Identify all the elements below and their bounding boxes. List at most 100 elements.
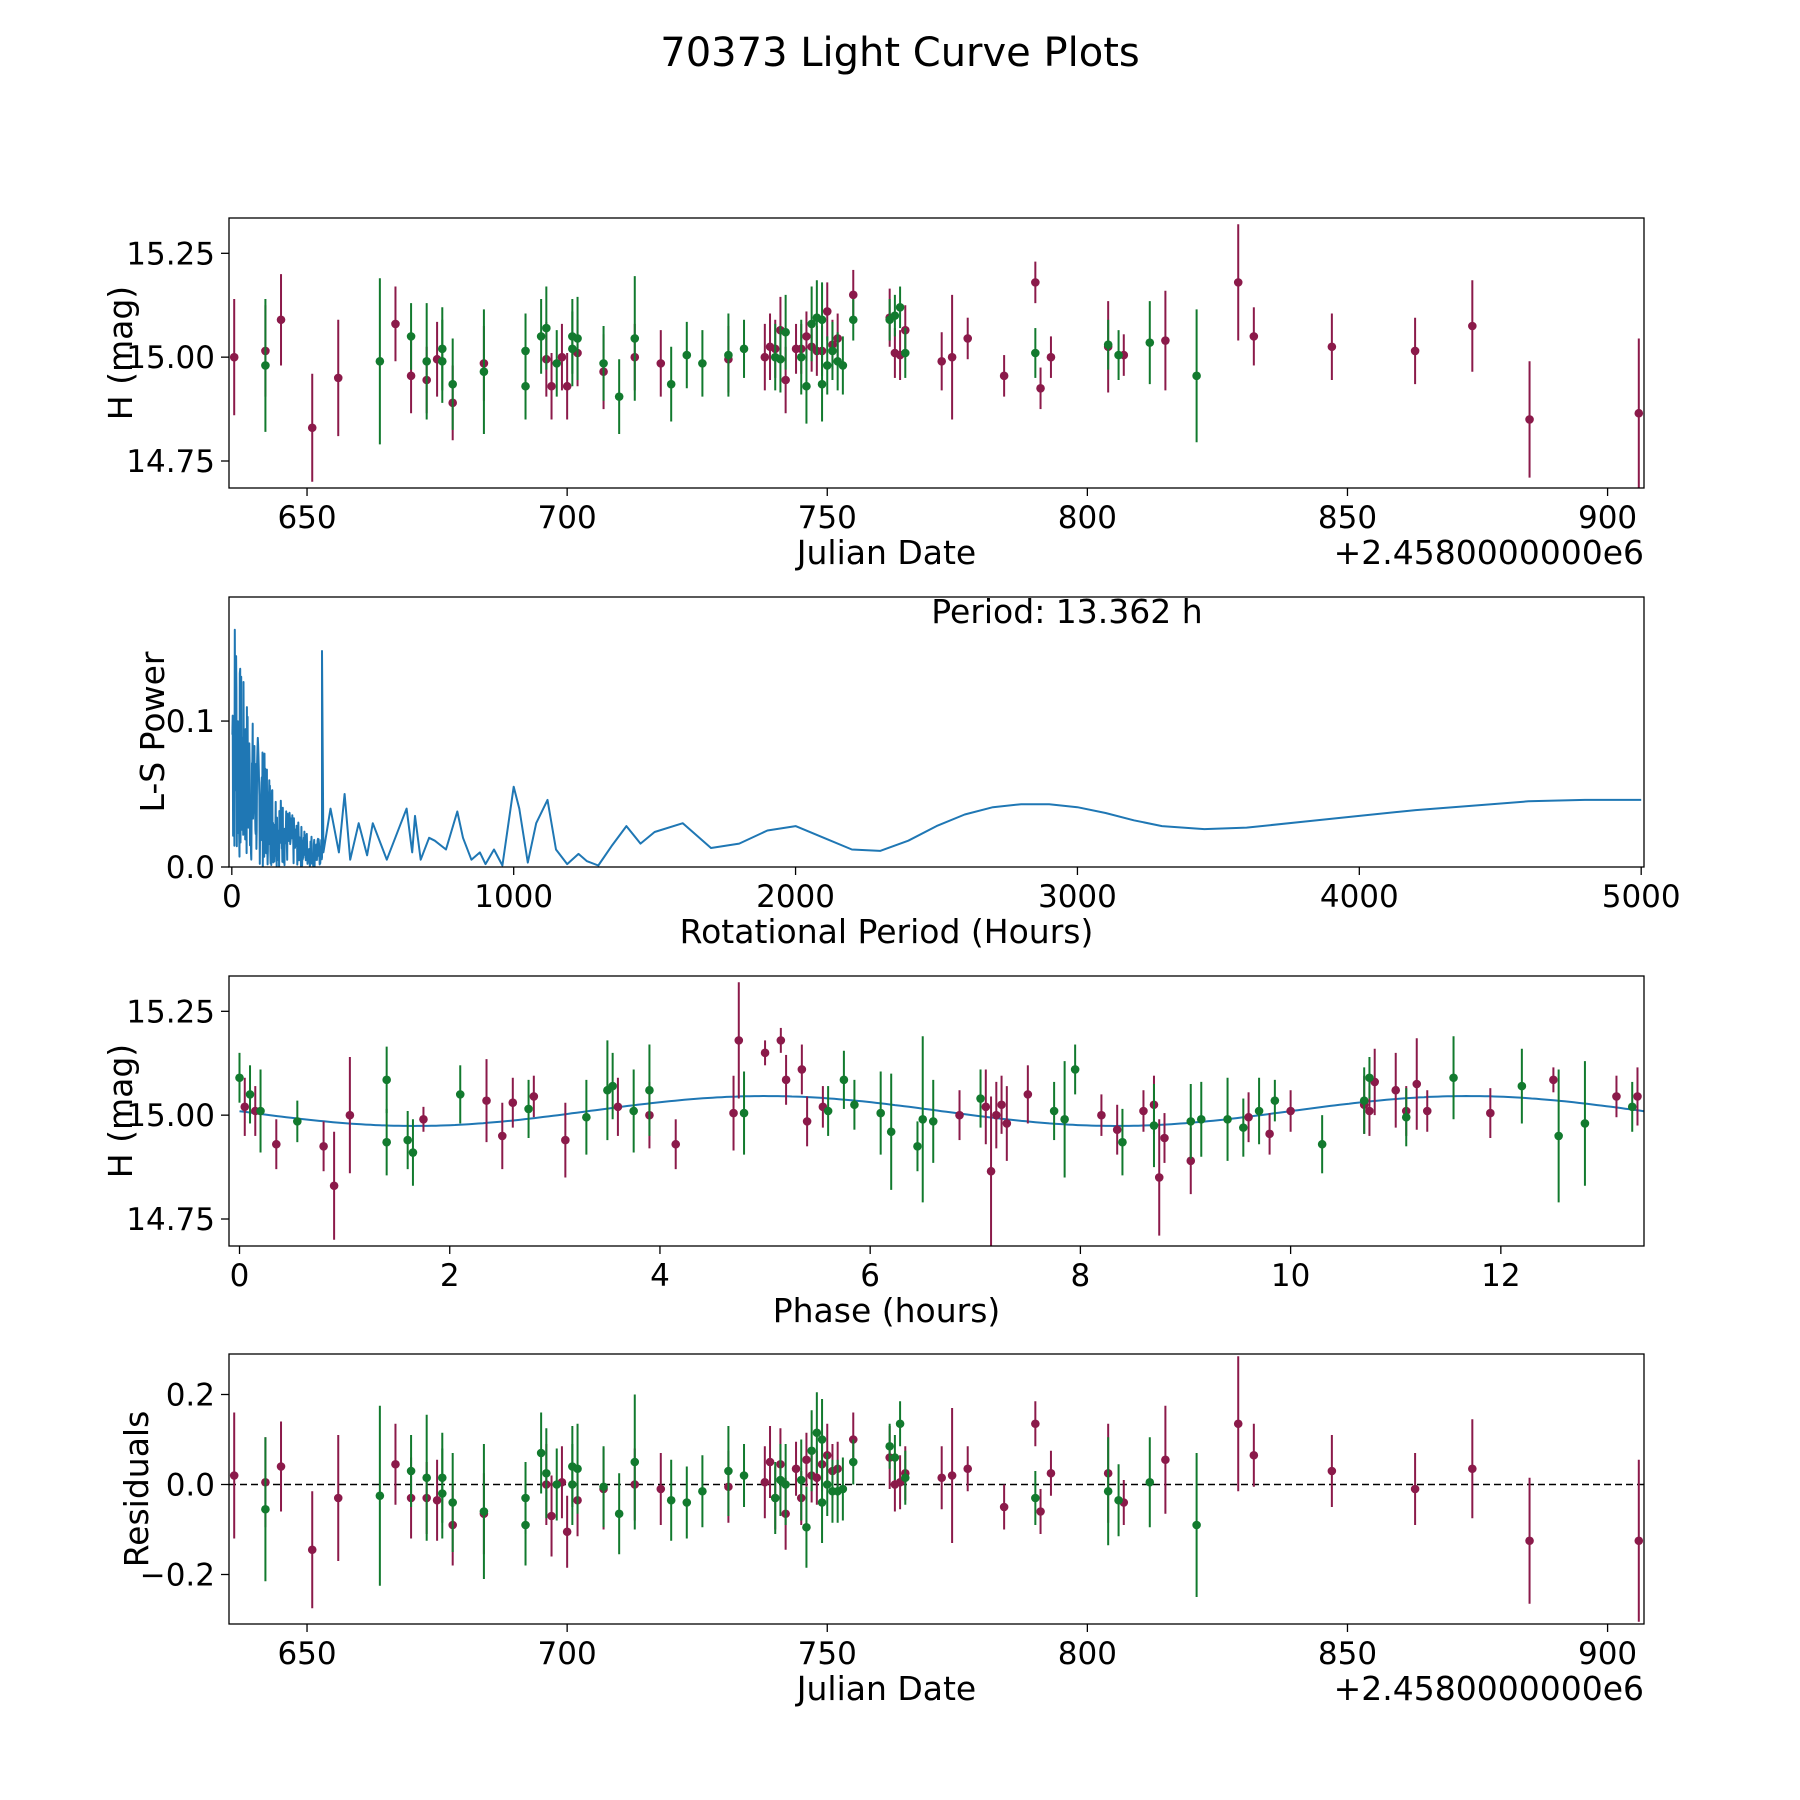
data-point xyxy=(1149,1121,1159,1130)
data-point xyxy=(276,315,286,325)
data-point xyxy=(776,354,785,364)
data-point xyxy=(1233,1419,1243,1429)
y-axis-label: H (mag) xyxy=(101,1044,140,1178)
data-point xyxy=(261,361,270,370)
data-point xyxy=(240,1102,250,1112)
x-tick-label: 650 xyxy=(277,1636,336,1672)
data-point xyxy=(1549,1075,1558,1085)
period-annotation: Period: 13.362 h xyxy=(931,592,1202,631)
data-point xyxy=(333,1493,343,1503)
data-point xyxy=(823,1106,833,1116)
data-point xyxy=(937,357,947,366)
data-point xyxy=(1525,415,1534,424)
data-point xyxy=(1525,1536,1534,1546)
data-point xyxy=(724,1466,733,1476)
y-tick-label: 0.2 xyxy=(166,1378,215,1414)
data-point xyxy=(1580,1119,1590,1128)
data-point xyxy=(765,1457,775,1467)
data-point xyxy=(1145,338,1155,347)
data-point xyxy=(599,359,608,368)
data-point xyxy=(1359,1096,1369,1105)
data-point xyxy=(913,1142,922,1151)
data-point xyxy=(1145,1477,1155,1487)
data-point xyxy=(582,1112,591,1122)
data-point xyxy=(536,1448,546,1458)
y-tick-label: 15.25 xyxy=(126,236,215,272)
data-point xyxy=(666,1495,676,1505)
x-tick-label: 1000 xyxy=(474,879,553,915)
axes-frame xyxy=(228,217,1645,489)
x-tick-label: 8 xyxy=(1071,1258,1091,1294)
x-tick-label: 750 xyxy=(798,1636,857,1672)
x-axis-label: Julian Date xyxy=(795,533,977,572)
x-tick-label: 650 xyxy=(277,500,336,536)
data-point xyxy=(1154,1173,1164,1182)
data-point xyxy=(408,1148,418,1157)
data-point xyxy=(802,1455,811,1465)
data-point xyxy=(1401,1112,1411,1122)
data-point xyxy=(375,357,385,366)
data-point xyxy=(1192,371,1201,381)
data-point xyxy=(817,1435,827,1444)
data-point xyxy=(1233,278,1243,287)
y-tick-label: 0.0 xyxy=(166,1468,215,1504)
series-filter-a xyxy=(240,982,1642,1246)
data-point xyxy=(937,1473,947,1483)
data-point xyxy=(802,1522,811,1532)
data-point xyxy=(981,1102,991,1112)
data-point xyxy=(1112,1125,1122,1134)
data-point xyxy=(895,1419,905,1429)
data-point xyxy=(562,1527,572,1537)
x-tick-label: 700 xyxy=(538,1636,597,1672)
data-point xyxy=(838,1484,848,1494)
data-point xyxy=(963,1464,973,1474)
data-point xyxy=(1410,1484,1420,1494)
data-point xyxy=(698,359,707,368)
data-point xyxy=(812,1473,822,1483)
data-point xyxy=(614,1509,624,1519)
data-point xyxy=(1317,1139,1327,1149)
data-point xyxy=(1517,1081,1527,1091)
data-point xyxy=(1070,1065,1080,1074)
x-tick-label: 0 xyxy=(222,879,242,915)
data-point xyxy=(391,1459,400,1469)
data-point xyxy=(1265,1129,1274,1139)
data-point xyxy=(776,1036,786,1045)
plot-area-periodogram xyxy=(231,628,1642,867)
data-point xyxy=(271,1139,281,1149)
data-point xyxy=(1023,1090,1033,1099)
data-point xyxy=(850,1100,859,1110)
data-point xyxy=(382,1137,391,1147)
data-point xyxy=(229,352,239,362)
data-point xyxy=(391,319,400,329)
data-point xyxy=(437,357,447,366)
data-point xyxy=(729,1108,738,1118)
x-tick-label: 850 xyxy=(1318,1636,1377,1672)
data-point xyxy=(1118,1137,1127,1147)
figure-title: 70373 Light Curve Plots xyxy=(660,30,1139,76)
data-point xyxy=(890,1453,900,1462)
data-point xyxy=(817,315,827,325)
x-offset-label: +2.4580000000e6 xyxy=(1334,533,1644,572)
data-point xyxy=(437,1489,447,1498)
data-point xyxy=(1270,1096,1280,1105)
data-point xyxy=(261,1504,270,1514)
data-point xyxy=(781,375,790,385)
data-point xyxy=(997,1100,1006,1110)
data-point xyxy=(382,1075,391,1085)
data-point xyxy=(1327,342,1337,352)
data-point xyxy=(448,1498,457,1507)
data-point xyxy=(739,344,749,354)
data-point xyxy=(1046,1468,1056,1478)
data-point xyxy=(307,1545,317,1555)
panel-phased: 0 2 4 6 8 10 12 14.75 15.00 15.25 Phase (hours) H (… xyxy=(101,975,1645,1330)
data-point xyxy=(900,1473,910,1483)
x-tick-label: 10 xyxy=(1271,1258,1310,1294)
y-tick-label: 14.75 xyxy=(126,1202,215,1238)
data-point xyxy=(599,1482,608,1492)
data-point xyxy=(734,1036,744,1045)
data-point xyxy=(1554,1131,1563,1141)
data-point xyxy=(557,352,567,362)
data-point xyxy=(848,1457,858,1467)
